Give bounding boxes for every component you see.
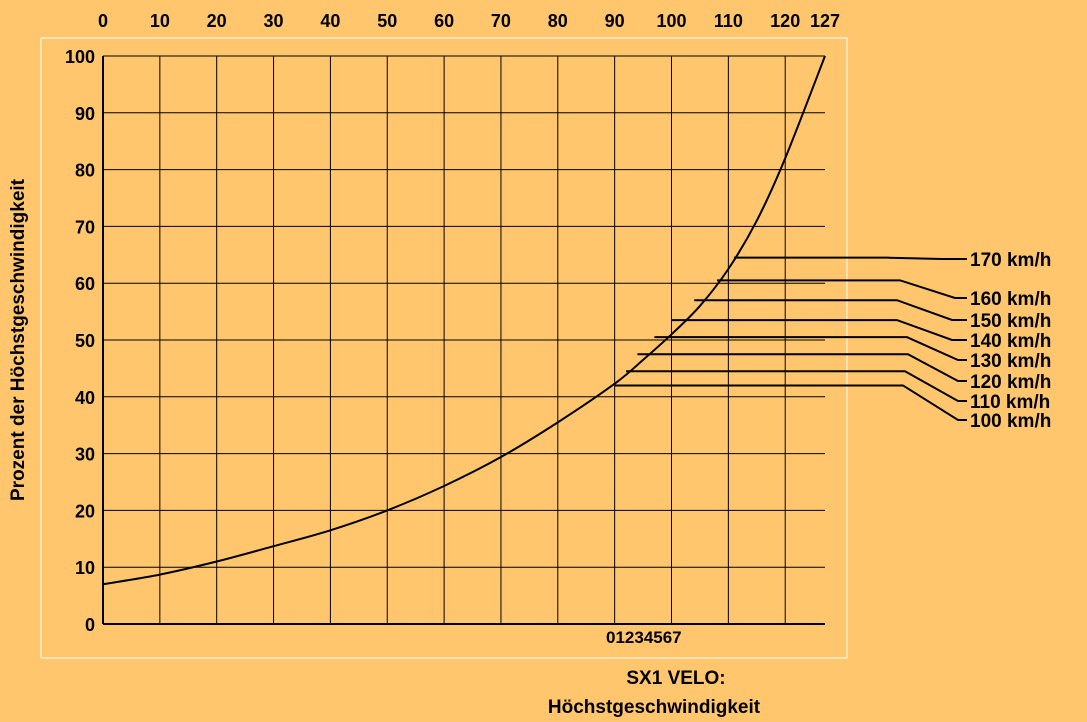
x-tick-labels: 0 10 20 30 40 50 60 70 80 90 100 110 120 127 — [98, 11, 840, 31]
y-tick-label: 10 — [75, 558, 95, 578]
speed-leader-line — [671, 319, 967, 341]
x-tick-label: 40 — [320, 11, 340, 31]
y-axis-label: Prozent der Höchstgeschwindigkeit — [8, 178, 29, 501]
x-tick-label: 20 — [207, 11, 227, 31]
y-tick-label: 20 — [75, 501, 95, 521]
x-axis-label-line1: SX1 VELO: — [626, 668, 725, 689]
x-tick-label: 70 — [491, 11, 511, 31]
plot-frame — [40, 37, 848, 659]
speed-label: 110 km/h — [970, 392, 1050, 413]
speed-label: 150 km/h — [970, 311, 1051, 332]
y-tick-label: 80 — [75, 161, 95, 181]
speed-label: 100 km/h — [970, 411, 1051, 432]
y-tick-label: 30 — [75, 445, 95, 465]
x-tick-label: 60 — [434, 11, 454, 31]
grid-lines — [102, 55, 825, 624]
y-tick-label: 100 — [65, 47, 95, 67]
speed-leader-line — [734, 256, 967, 260]
speed-leader-line — [654, 336, 967, 361]
x-tick-label: 50 — [377, 11, 397, 31]
x-tick-label: 110 — [714, 11, 743, 31]
data-curve — [102, 55, 826, 586]
speed-label: 130 km/h — [970, 351, 1051, 372]
y-tick-label: 90 — [75, 104, 95, 124]
speed-leader-line — [716, 279, 967, 299]
y-tick-label: 40 — [75, 388, 95, 408]
x-tick-label: 80 — [548, 11, 568, 31]
x-tick-label: 100 — [656, 11, 686, 31]
speed-label: 170 km/h — [970, 250, 1051, 271]
x-tick-label: 0 — [98, 11, 108, 31]
y-tick-label: 50 — [75, 331, 95, 351]
x-axis-label-line2: Höchstgeschwindigkeit — [548, 697, 761, 718]
speed-label: 140 km/h — [970, 331, 1051, 352]
speed-leader-lines — [614, 256, 967, 421]
x-tick-label: 90 — [605, 11, 625, 31]
axes — [102, 56, 825, 625]
x-tick-label: 127 — [810, 11, 840, 31]
speed-leader-line — [626, 370, 967, 402]
y-tick-label: 70 — [75, 217, 95, 237]
y-tick-label: 0 — [85, 615, 95, 635]
y-tick-label: 60 — [75, 274, 95, 294]
x-tick-label: 10 — [150, 11, 170, 31]
x-tick-label: 120 — [770, 11, 800, 31]
speed-leader-line — [694, 299, 967, 321]
speed-leader-line — [637, 353, 967, 382]
x-tick-label: 30 — [264, 11, 284, 31]
y-tick-labels: 0 10 20 30 40 50 60 70 80 90 100 — [65, 47, 95, 635]
level-markers: 01234567 — [606, 628, 682, 647]
speed-leader-line — [614, 384, 967, 421]
speed-label: 120 km/h — [970, 372, 1051, 393]
speed-label: 160 km/h — [970, 289, 1051, 310]
